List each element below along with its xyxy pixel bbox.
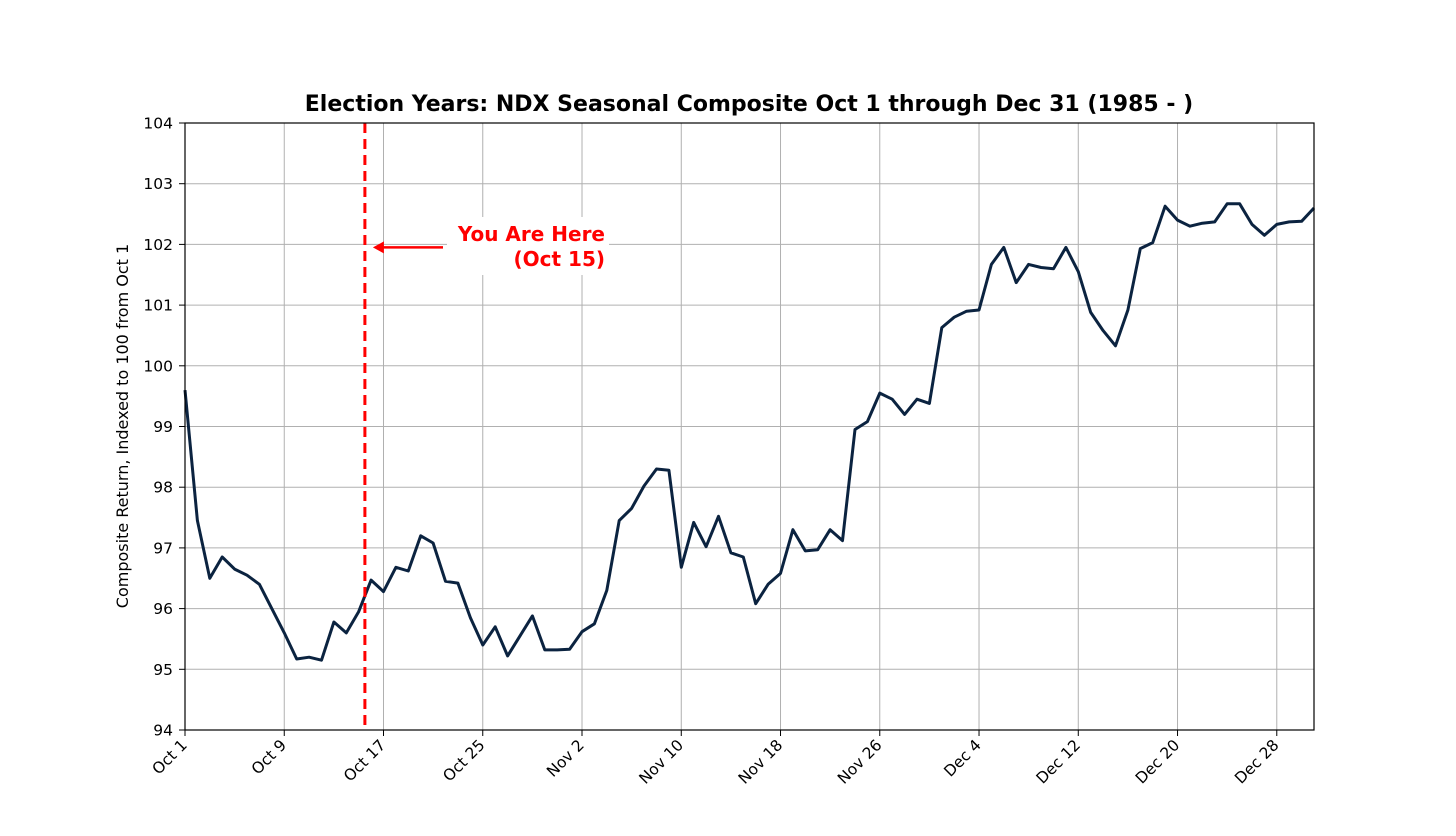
x-tick-label: Oct 17 (340, 736, 389, 785)
y-axis-ticks: 94 95 96 97 98 99 100 101 102 103 104 (143, 115, 185, 740)
annotation-line-2: (Oct 15) (514, 247, 606, 271)
x-tick-label: Nov 26 (834, 736, 886, 788)
y-axis-label: Composite Return, Indexed to 100 from Oc… (113, 244, 132, 608)
x-tick-label: Oct 9 (248, 736, 290, 778)
y-tick-label: 102 (143, 236, 173, 254)
y-tick-label: 94 (153, 722, 173, 740)
y-tick-label: 99 (153, 418, 173, 436)
series-line (183, 202, 1316, 662)
y-tick-label: 101 (143, 297, 173, 315)
annotation-arrow-head (372, 241, 384, 254)
x-tick-label: Dec 12 (1033, 736, 1084, 787)
y-tick-label: 95 (153, 661, 173, 679)
series-group (183, 202, 1316, 662)
x-tick-label: Dec 28 (1231, 736, 1282, 787)
you-are-here-annotation: You Are Here(Oct 15) (372, 217, 609, 275)
x-tick-label: Dec 4 (940, 736, 984, 780)
x-tick-label: Oct 25 (439, 736, 488, 785)
x-axis-ticks: Oct 1 Oct 9 Oct 17 Oct 25 Nov 2 Nov 10 Nov 18 N… (149, 730, 1283, 788)
x-tick-label: Oct 1 (149, 736, 191, 778)
annotation-box (447, 217, 609, 275)
y-tick-label: 96 (153, 600, 173, 618)
x-tick-label: Nov 10 (636, 736, 688, 788)
x-tick-label: Nov 18 (735, 736, 787, 788)
chart-title: Election Years: NDX Seasonal Composite O… (305, 92, 1193, 117)
y-tick-label: 100 (143, 357, 173, 375)
annotation-line-1: You Are Here (457, 222, 605, 246)
y-tick-label: 103 (143, 175, 173, 193)
x-tick-label: Nov 2 (543, 736, 588, 781)
y-tick-label: 104 (143, 115, 173, 133)
y-tick-label: 98 (153, 479, 173, 497)
grid-lines (184, 122, 1314, 731)
y-tick-label: 97 (153, 539, 173, 557)
x-tick-label: Dec 20 (1132, 736, 1183, 787)
